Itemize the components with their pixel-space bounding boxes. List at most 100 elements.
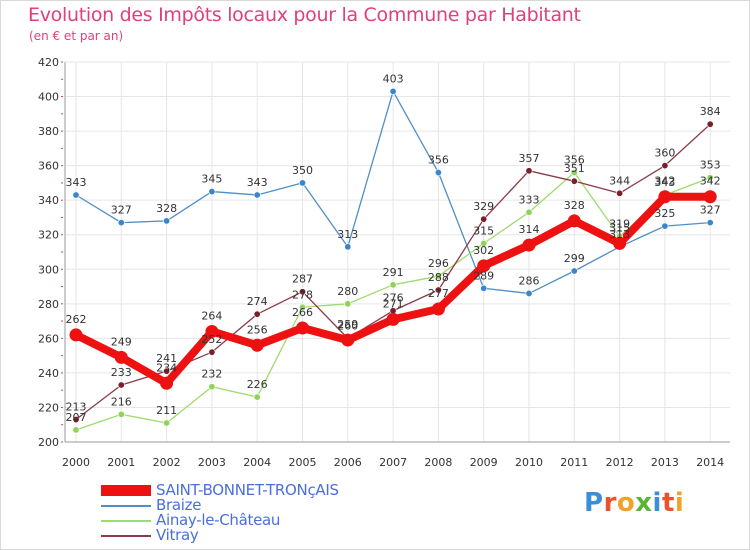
legend-swatch bbox=[101, 483, 151, 498]
data-point bbox=[163, 367, 171, 375]
legend-swatch bbox=[101, 513, 151, 528]
y-tick-label: 260 bbox=[38, 332, 59, 345]
data-point bbox=[480, 284, 488, 292]
y-tick-label: 200 bbox=[38, 436, 59, 449]
y-tick-label: 360 bbox=[38, 160, 59, 173]
data-label: 216 bbox=[111, 395, 132, 408]
x-tick-label: 2005 bbox=[289, 456, 317, 469]
data-label: 313 bbox=[337, 228, 358, 241]
x-tick-label: 2011 bbox=[560, 456, 588, 469]
data-point bbox=[431, 302, 445, 316]
data-label: 280 bbox=[337, 285, 358, 298]
data-point bbox=[570, 169, 578, 177]
data-label: 342 bbox=[654, 175, 675, 188]
logo-letter: r bbox=[603, 488, 617, 518]
data-label: 287 bbox=[292, 273, 313, 286]
data-point bbox=[72, 191, 80, 199]
data-label: 211 bbox=[156, 404, 177, 417]
data-point bbox=[434, 286, 442, 294]
legend-label: Ainay-le-Château bbox=[156, 511, 281, 529]
data-point bbox=[250, 338, 264, 352]
data-point bbox=[477, 259, 491, 273]
data-label: 260 bbox=[337, 319, 358, 332]
data-label: 328 bbox=[156, 202, 177, 215]
data-point bbox=[706, 174, 714, 182]
data-point bbox=[706, 219, 714, 227]
legend-label: Vitray bbox=[156, 526, 199, 544]
logo-letter: x bbox=[635, 488, 653, 518]
data-label: 259 bbox=[337, 318, 358, 331]
data-label: 357 bbox=[519, 152, 540, 165]
data-point bbox=[706, 120, 714, 128]
data-point bbox=[522, 238, 536, 252]
data-label: 333 bbox=[519, 193, 540, 206]
data-point bbox=[344, 243, 352, 251]
y-tick-label: 400 bbox=[38, 91, 59, 104]
data-point bbox=[389, 281, 397, 289]
data-point bbox=[72, 426, 80, 434]
data-label: 274 bbox=[247, 295, 268, 308]
data-point bbox=[567, 214, 581, 228]
data-label: 342 bbox=[700, 175, 721, 188]
x-tick-label: 2009 bbox=[470, 456, 498, 469]
data-point bbox=[163, 217, 171, 225]
data-point bbox=[616, 189, 624, 197]
data-point bbox=[208, 348, 216, 356]
logo-letter: t bbox=[661, 488, 675, 518]
y-tick-label: 300 bbox=[38, 263, 59, 276]
legend-label: Braize bbox=[156, 496, 202, 514]
data-point bbox=[114, 350, 128, 364]
data-point bbox=[117, 410, 125, 418]
data-label: 328 bbox=[564, 199, 585, 212]
y-tick-label: 340 bbox=[38, 194, 59, 207]
data-point bbox=[163, 419, 171, 427]
x-tick-label: 2014 bbox=[696, 456, 724, 469]
data-point bbox=[117, 219, 125, 227]
data-label: 286 bbox=[519, 274, 540, 287]
data-label: 360 bbox=[654, 147, 675, 160]
data-point bbox=[344, 300, 352, 308]
y-tick-label: 380 bbox=[38, 125, 59, 138]
data-point bbox=[480, 239, 488, 247]
proxiti-logo: Proxiti bbox=[584, 488, 684, 518]
data-label: 226 bbox=[247, 378, 268, 391]
data-point bbox=[389, 87, 397, 95]
data-label: 350 bbox=[292, 164, 313, 177]
data-point bbox=[570, 267, 578, 275]
data-label: 288 bbox=[428, 271, 449, 284]
data-point bbox=[253, 191, 261, 199]
data-label: 356 bbox=[428, 154, 449, 167]
data-label: 319 bbox=[609, 217, 630, 230]
data-point bbox=[296, 321, 309, 335]
data-label: 289 bbox=[473, 269, 494, 282]
data-label: 302 bbox=[473, 244, 494, 257]
data-label: 343 bbox=[66, 176, 87, 189]
data-label: 314 bbox=[519, 223, 540, 236]
y-tick-label: 420 bbox=[38, 56, 59, 69]
logo-letter: o bbox=[616, 488, 636, 518]
x-tick-label: 2002 bbox=[153, 456, 181, 469]
x-tick-label: 2012 bbox=[606, 456, 634, 469]
logo-letter: i bbox=[652, 488, 662, 518]
data-label: 232 bbox=[201, 368, 222, 381]
data-label: 345 bbox=[201, 173, 222, 186]
x-tick-label: 2004 bbox=[243, 456, 271, 469]
data-label: 353 bbox=[700, 159, 721, 172]
data-label: 315 bbox=[473, 224, 494, 237]
data-point bbox=[434, 169, 442, 177]
legend-swatch bbox=[101, 498, 151, 513]
data-label: 343 bbox=[654, 176, 675, 189]
data-label: 241 bbox=[156, 352, 177, 365]
data-label: 299 bbox=[564, 252, 585, 265]
x-tick-label: 2008 bbox=[424, 456, 452, 469]
data-point bbox=[525, 289, 533, 297]
data-point bbox=[69, 328, 83, 342]
data-label: 291 bbox=[383, 266, 404, 279]
data-point bbox=[253, 393, 261, 401]
data-point bbox=[525, 208, 533, 216]
data-label: 266 bbox=[292, 306, 313, 319]
data-point bbox=[658, 190, 672, 204]
data-label: 356 bbox=[564, 154, 585, 167]
data-point bbox=[298, 288, 306, 296]
data-point bbox=[525, 167, 533, 175]
